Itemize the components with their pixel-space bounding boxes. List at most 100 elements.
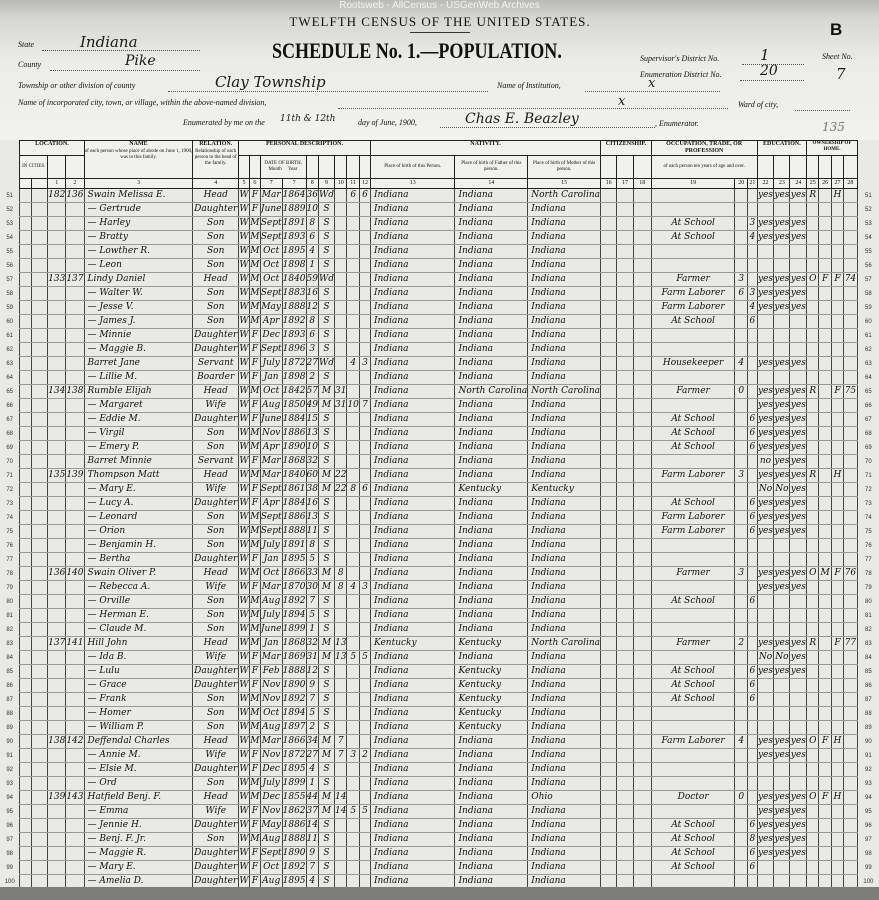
can-write: yes [773,804,791,819]
marital-status: M [317,734,336,749]
can-read: yes [756,832,775,847]
street [19,706,33,721]
months-unemployed [734,552,749,567]
birthplace-person: Indiana [369,510,456,525]
years-married [333,244,348,259]
birth-month: Sept [259,216,283,231]
children-living [358,762,371,777]
relation: Wife [192,748,240,763]
sex: M [248,734,261,749]
years-in-us [616,804,634,819]
birth-year: 1886 [281,510,307,525]
speaks-english [789,202,808,217]
children-living [358,202,371,217]
occupation [650,398,736,413]
birth-month: Oct [259,566,283,581]
occupation: At School [650,314,736,329]
dwelling-number [47,608,67,623]
table-row: 61— Minnie Daughter W F Dec 1893 6 S Indiana Indi… [0,328,879,343]
relation: Head [192,790,240,805]
years-in-us [616,538,634,553]
months-in-school [747,244,758,259]
children-born [346,818,360,833]
owned-or-rented: R [806,636,820,651]
column-number: 3 [83,178,194,189]
years-married: 13 [333,650,348,665]
birthplace-father: Kentucky [454,720,529,735]
speaks-english: yes [789,230,808,245]
person-name: — Benjamin H. [83,538,194,553]
children-living: 6 [358,188,371,203]
birth-month: Nov [259,426,283,441]
age: 2 [305,370,320,385]
header-children-born [346,155,360,179]
years-in-us [616,482,634,497]
farm-schedule-number [843,748,858,763]
street [19,202,33,217]
naturalization [632,748,652,763]
street [19,426,33,441]
person-name: — Mary E. [83,860,194,875]
months-unemployed [734,188,749,203]
farm-schedule-number [843,342,858,357]
family-number [65,524,85,539]
birth-month: Nov [259,804,283,819]
naturalization [632,762,652,777]
birthplace-person: Indiana [369,804,456,819]
years-married [333,202,348,217]
farm-or-house [830,496,845,511]
color: W [238,286,250,301]
birthplace-person: Indiana [369,412,456,427]
can-write [773,258,791,273]
column-number: 10 [333,178,348,189]
immigration-year [599,328,618,343]
months-in-school: 6 [747,664,758,679]
children-living [358,790,371,805]
line-number-right: 54 [865,234,872,241]
can-write: yes [773,398,791,413]
family-number [65,538,85,553]
owned-or-rented [806,524,820,539]
birthplace-mother: Indiana [527,860,601,875]
speaks-english [789,342,808,357]
can-read: yes [756,272,775,287]
birthplace-father: Indiana [454,650,529,665]
children-born [346,832,360,847]
table-row: 89— William P. Son W M Aug 1897 2 S Indiana Kentu… [0,720,879,735]
color: W [238,706,250,721]
children-born [346,552,360,567]
birth-month: Jan [259,370,283,385]
owned-or-rented [806,216,820,231]
birthplace-father: Indiana [454,860,529,875]
can-write: yes [773,510,791,525]
free-or-mortgaged [818,818,832,833]
can-read: yes [756,398,775,413]
line-number-right: 55 [865,248,872,255]
occupation: At School [650,216,736,231]
naturalization [632,426,652,441]
house-number [31,748,49,763]
months-unemployed [734,608,749,623]
person-name: — Margaret [83,398,194,413]
occupation: Farmer [650,566,736,581]
children-born [346,790,360,805]
birthplace-father: Indiana [454,272,529,287]
age: 5 [305,608,320,623]
birthplace-father: Indiana [454,440,529,455]
naturalization [632,356,652,371]
line-number: 89 [6,724,14,731]
relation: Son [192,426,240,441]
months-in-school [747,734,758,749]
children-living [358,314,371,329]
birthplace-person: Indiana [369,748,456,763]
family-number [65,580,85,595]
owned-or-rented: R [806,188,820,203]
owned-or-rented [806,678,820,693]
owned-or-rented [806,650,820,665]
owned-or-rented: O [806,272,820,287]
table-row: 95— Emma Wife W F Nov 1862 37 M 14 5 5 Indiana India… [0,804,879,819]
age: 5 [305,552,320,567]
line-number: 86 [6,682,14,689]
table-row: 56— Leon Son W M Oct 1898 1 S Indiana Indiana Indi… [0,258,879,273]
family-number: 140 [65,566,85,581]
